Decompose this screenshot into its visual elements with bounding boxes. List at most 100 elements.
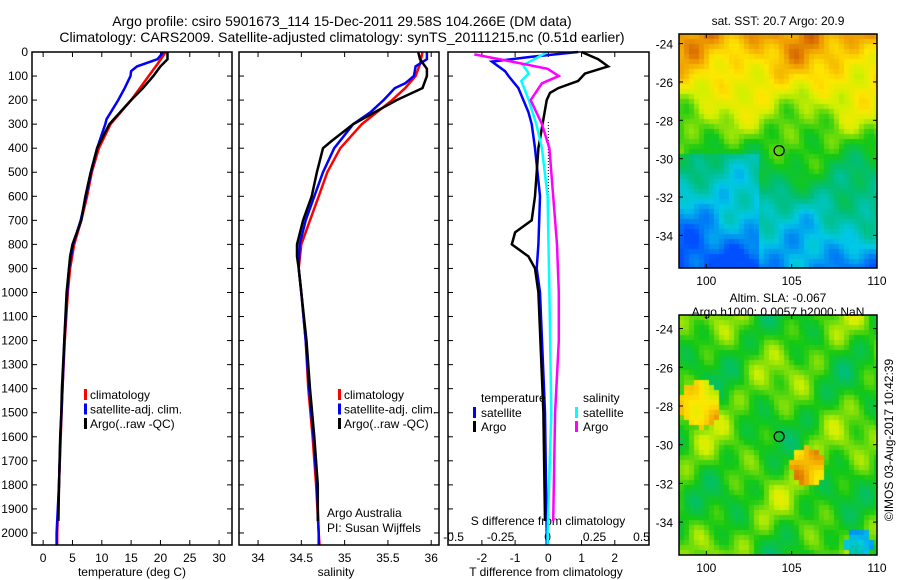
salinity-xlabel: salinity xyxy=(318,565,355,579)
y-tick-label: 0 xyxy=(21,45,28,59)
map-y-tick-label: -30 xyxy=(656,153,674,167)
legend-swatch xyxy=(473,421,476,432)
series-line-s-argo xyxy=(474,53,562,522)
title-line-1: Argo profile: csiro 5901673_114 15-Dec-2… xyxy=(112,13,571,29)
y-tick-label: 500 xyxy=(8,165,28,179)
legend-swatch xyxy=(84,418,87,429)
x2-tick-label: 0.5 xyxy=(633,530,650,544)
series-line-t-argo xyxy=(510,50,611,522)
legend-label: Argo(..raw -QC) xyxy=(344,417,429,431)
y-tick-label: 1100 xyxy=(2,310,28,324)
map-y-tick-label: -24 xyxy=(656,38,674,52)
legend-swatch xyxy=(84,403,87,415)
x-tick-label: 0 xyxy=(545,551,552,565)
x-tick-label: 1 xyxy=(578,551,585,565)
series-line-argo-raw-qc- xyxy=(57,52,169,522)
legend-swatch xyxy=(575,407,578,418)
map-y-tick-label: -34 xyxy=(656,516,674,530)
legend-swatch xyxy=(338,418,341,429)
sst-map-image xyxy=(679,34,877,268)
map-frame xyxy=(678,314,878,556)
map-y-tick-label: -28 xyxy=(656,400,674,414)
y-tick-label: 1700 xyxy=(1,454,28,468)
series-line-s-satellite xyxy=(519,50,553,545)
y-tick-label: 600 xyxy=(8,189,28,203)
x-tick-label: 35 xyxy=(338,551,352,565)
y-tick-label: 1400 xyxy=(1,382,28,396)
sla-map-title: Altim. SLA: -0.067 xyxy=(730,291,827,305)
x-tick-label: 10 xyxy=(95,551,109,565)
y-tick-label: 1500 xyxy=(1,406,28,420)
y-tick-label: 300 xyxy=(8,117,28,131)
x-tick-label: -2 xyxy=(477,551,488,565)
map-y-tick-label: -26 xyxy=(656,361,674,375)
x-tick-label: 34.5 xyxy=(290,551,314,565)
legend-swatch xyxy=(473,407,476,418)
sst-map-title: sat. SST: 20.7 Argo: 20.9 xyxy=(712,14,845,28)
y-tick-label: 1600 xyxy=(1,430,28,444)
y-tick-label: 1300 xyxy=(1,358,28,372)
x-tick-label: 25 xyxy=(183,551,197,565)
map-y-tick-label: -34 xyxy=(656,229,674,243)
legend-label: climatology xyxy=(90,388,150,402)
temperature-xlabel: temperature (deg C) xyxy=(78,565,186,579)
y-tick-label: 900 xyxy=(8,261,28,275)
diff-xlabel: T difference from climatology xyxy=(469,565,623,579)
legend-group-title: temperature xyxy=(481,391,546,405)
x-tick-label: 20 xyxy=(154,551,168,565)
x-tick-label: 15 xyxy=(124,551,138,565)
y-tick-label: 200 xyxy=(8,93,28,107)
series-line-argo-raw-qc- xyxy=(295,51,429,521)
y-tick-label: 1000 xyxy=(1,285,28,299)
map-x-tick-label: 105 xyxy=(782,561,802,575)
legend-label: satellite xyxy=(583,406,624,420)
y-tick-label: 1800 xyxy=(1,478,28,492)
legend-swatch xyxy=(84,389,87,400)
map-y-tick-label: -32 xyxy=(656,191,674,205)
x-tick-label: 36 xyxy=(425,551,439,565)
x-tick-label: 34 xyxy=(251,551,265,565)
plot-frame xyxy=(238,51,440,546)
map-x-tick-label: 100 xyxy=(696,561,716,575)
map-x-tick-label: 110 xyxy=(867,274,886,288)
x2-tick-label: 0.25 xyxy=(583,530,607,544)
x-tick-label: 5 xyxy=(69,551,76,565)
legend-label: climatology xyxy=(344,388,404,402)
legend-label: Argo(..raw -QC) xyxy=(90,417,175,431)
map-x-tick-label: 105 xyxy=(782,274,802,288)
legend-swatch xyxy=(575,421,578,432)
x2-tick-label: -0.25 xyxy=(487,530,515,544)
legend-label: satellite xyxy=(481,406,522,420)
x-tick-label: 30 xyxy=(212,551,226,565)
y-tick-label: 400 xyxy=(8,141,28,155)
y-tick-label: 800 xyxy=(8,237,28,251)
y-tick-label: 1200 xyxy=(1,334,28,348)
argo-location-marker xyxy=(773,144,785,157)
map-x-tick-label: 100 xyxy=(696,274,716,288)
map-x-tick-label: 110 xyxy=(867,561,886,575)
legend-label: Argo xyxy=(481,420,507,434)
title-line-2: Climatology: CARS2009. Satellite-adjuste… xyxy=(59,29,624,45)
sla-map-subtitle: Argo h1000: 0.0057 h2000: NaN xyxy=(692,305,865,319)
argo-location-marker xyxy=(773,430,785,443)
map-y-tick-label: -24 xyxy=(656,323,674,337)
y-tick-label: 700 xyxy=(8,213,28,227)
map-frame xyxy=(678,33,878,269)
plot-frame xyxy=(31,51,233,546)
map-y-tick-label: -30 xyxy=(656,439,674,453)
legend-label: satellite-adj. clim. xyxy=(344,403,436,417)
salinity-annotation-1: Argo Australia xyxy=(327,506,402,520)
legend-swatch xyxy=(338,389,341,400)
x-tick-label: -1 xyxy=(510,551,521,565)
x-tick-label: 2 xyxy=(611,551,618,565)
x-tick-label: 0 xyxy=(40,551,47,565)
y-tick-label: 100 xyxy=(8,69,28,83)
y-tick-label: 2000 xyxy=(1,526,28,540)
credit-text: ©IMOS 03-Aug-2017 10:42:39 xyxy=(882,359,896,522)
x2-tick-label: -0.5 xyxy=(443,530,464,544)
x-tick-label: 35.5 xyxy=(376,551,400,565)
map-y-tick-label: -32 xyxy=(656,477,674,491)
map-y-tick-label: -26 xyxy=(656,76,674,90)
